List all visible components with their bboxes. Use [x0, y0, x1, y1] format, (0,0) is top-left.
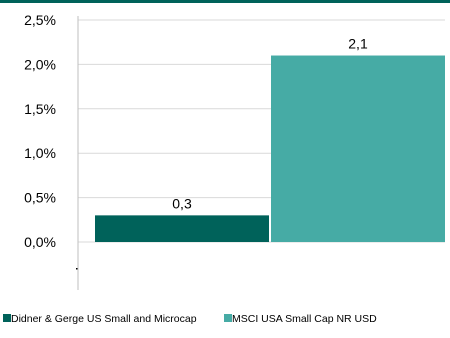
y-tick-label: 2,0% [24, 56, 56, 72]
y-tick-label: 2,5% [24, 12, 56, 28]
data-label: 2,1 [348, 36, 368, 52]
y-tick-label: 1,0% [24, 145, 56, 161]
y-tick-label: 0,5% [24, 190, 56, 206]
legend-label: MSCI USA Small Cap NR USD [232, 313, 377, 325]
legend-swatch [224, 314, 232, 322]
top-rule [0, 0, 450, 3]
axis-marker [76, 268, 78, 270]
legend-swatch [3, 314, 11, 322]
y-tick-label: 0,0% [24, 234, 56, 250]
bar-msci-usa-small-cap [271, 55, 445, 242]
bar-didner-gerge [95, 215, 269, 242]
data-label: 0,3 [172, 195, 192, 211]
legend-label: Didner & Gerge US Small and Microcap [11, 313, 197, 325]
y-tick-label: 1,5% [24, 101, 56, 117]
